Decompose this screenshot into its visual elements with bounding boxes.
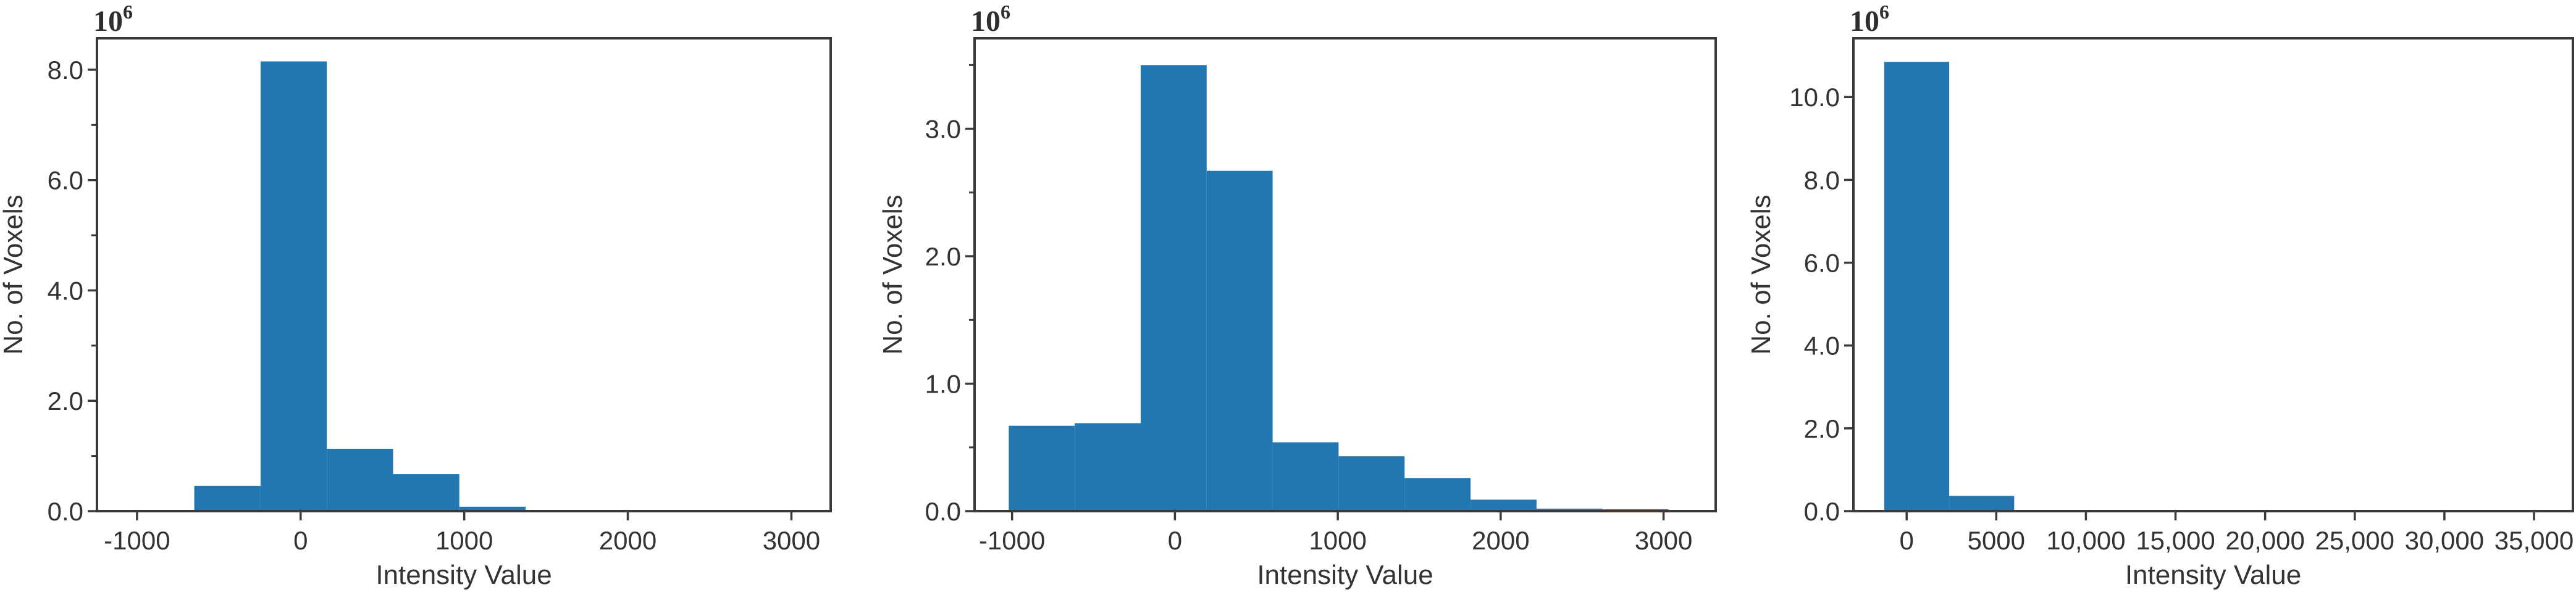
histogram-bar — [260, 61, 327, 511]
y-axis-label: No. of Voxels — [0, 194, 28, 354]
x-tick-label: -1000 — [104, 526, 170, 555]
x-tick-label: 10,000 — [2046, 526, 2125, 555]
x-tick-label: 0 — [293, 526, 308, 555]
y-tick-label: 4.0 — [1804, 331, 1840, 361]
y-tick-label: 3.0 — [925, 115, 961, 144]
y-axis-label: No. of Voxels — [878, 194, 908, 354]
histogram-plot-1: -1000 0 1000 2000 3000 0.0 2.0 4.0 6.0 8.0 106 Inte… — [0, 0, 858, 592]
x-tick-label: 1000 — [1309, 526, 1366, 555]
x-tick-label: 1000 — [435, 526, 493, 555]
y-tick-label: 8.0 — [48, 56, 83, 85]
x-tick-label: 5000 — [1968, 526, 2025, 555]
histogram-bar — [1884, 62, 1950, 511]
y-tick-label: 1.0 — [925, 370, 961, 399]
y-axis-scale-offset: 106 — [1850, 1, 1889, 38]
y-tick-label: 0.0 — [925, 497, 961, 526]
histogram-bar — [1536, 508, 1603, 511]
y-tick-label: 6.0 — [48, 166, 83, 195]
histogram-bar — [194, 485, 261, 511]
y-tick-label: 0.0 — [1804, 497, 1840, 526]
x-tick-label: 15,000 — [2136, 526, 2215, 555]
plot-frame — [1852, 37, 2574, 512]
histogram-plot-3: 0 5000 10,000 15,000 20,000 25,000 30,000 35,00… — [1718, 0, 2576, 592]
x-tick-label: 0 — [1168, 526, 1182, 555]
histogram-bar — [1272, 442, 1339, 511]
x-axis-label: Intensity Value — [375, 560, 552, 590]
figure-background — [1718, 0, 2576, 592]
histogram-figure-2: -1000 0 1000 2000 3000 0.0 1.0 2.0 3.0 106 Intensi… — [858, 0, 1718, 592]
y-tick-label: 2.0 — [925, 242, 961, 271]
histogram-bar — [1338, 456, 1405, 511]
y-tick-label: 6.0 — [1804, 249, 1840, 278]
y-axis-label: No. of Voxels — [1746, 194, 1776, 354]
y-tick-label: 0.0 — [48, 497, 83, 526]
x-tick-label: 2000 — [599, 526, 657, 555]
x-tick-label: 35,000 — [2494, 526, 2574, 555]
y-axis-scale-offset: 106 — [93, 1, 133, 38]
y-axis-scale-offset: 106 — [971, 1, 1010, 38]
x-tick-label: 25,000 — [2315, 526, 2394, 555]
histogram-bar — [1471, 499, 1537, 511]
histogram-bar — [393, 474, 459, 511]
x-tick-label: 0 — [1900, 526, 1914, 555]
y-tick-label: 8.0 — [1804, 165, 1840, 194]
histogram-bar — [1009, 425, 1075, 511]
histogram-bar — [1141, 65, 1207, 511]
x-tick-label: -1000 — [979, 526, 1045, 555]
x-tick-label: 3000 — [1635, 526, 1692, 555]
histogram-bar — [1404, 478, 1471, 511]
histogram-bar — [1206, 170, 1273, 511]
histogram-bar — [327, 449, 393, 511]
x-tick-label: 20,000 — [2225, 526, 2304, 555]
x-tick-label: 2000 — [1472, 526, 1529, 555]
x-tick-label: 3000 — [763, 526, 820, 555]
y-tick-label: 4.0 — [48, 276, 83, 305]
y-tick-label: 2.0 — [1804, 414, 1840, 443]
histogram-plot-2: -1000 0 1000 2000 3000 0.0 1.0 2.0 3.0 106 Intensi… — [858, 0, 1718, 592]
x-axis-label: Intensity Value — [2125, 560, 2301, 590]
histogram-bar — [1075, 423, 1141, 511]
y-tick-label: 10.0 — [1789, 83, 1840, 112]
histogram-figure-3: 0 5000 10,000 15,000 20,000 25,000 30,000 35,00… — [1718, 0, 2576, 592]
x-tick-label: 30,000 — [2405, 526, 2484, 555]
histogram-bar — [1949, 496, 2015, 511]
y-tick-label: 2.0 — [48, 386, 83, 415]
histogram-bar — [459, 506, 526, 511]
plot-frame — [973, 37, 1717, 512]
x-axis-label: Intensity Value — [1257, 560, 1433, 590]
histogram-figure-1: -1000 0 1000 2000 3000 0.0 2.0 4.0 6.0 8.0 106 Inte… — [0, 0, 858, 592]
